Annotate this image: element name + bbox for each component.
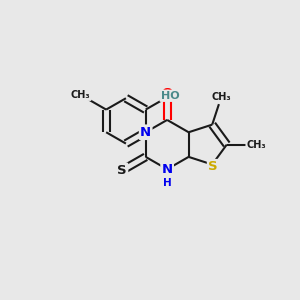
Text: O: O: [161, 87, 173, 100]
Text: CH₃: CH₃: [212, 92, 231, 102]
Text: S: S: [208, 160, 218, 173]
Text: HO: HO: [160, 91, 179, 101]
Text: CH₃: CH₃: [71, 90, 91, 100]
Text: N: N: [140, 126, 151, 139]
Text: CH₃: CH₃: [246, 140, 266, 150]
Text: H: H: [163, 178, 172, 188]
Text: N: N: [162, 163, 173, 176]
Text: S: S: [117, 164, 127, 177]
